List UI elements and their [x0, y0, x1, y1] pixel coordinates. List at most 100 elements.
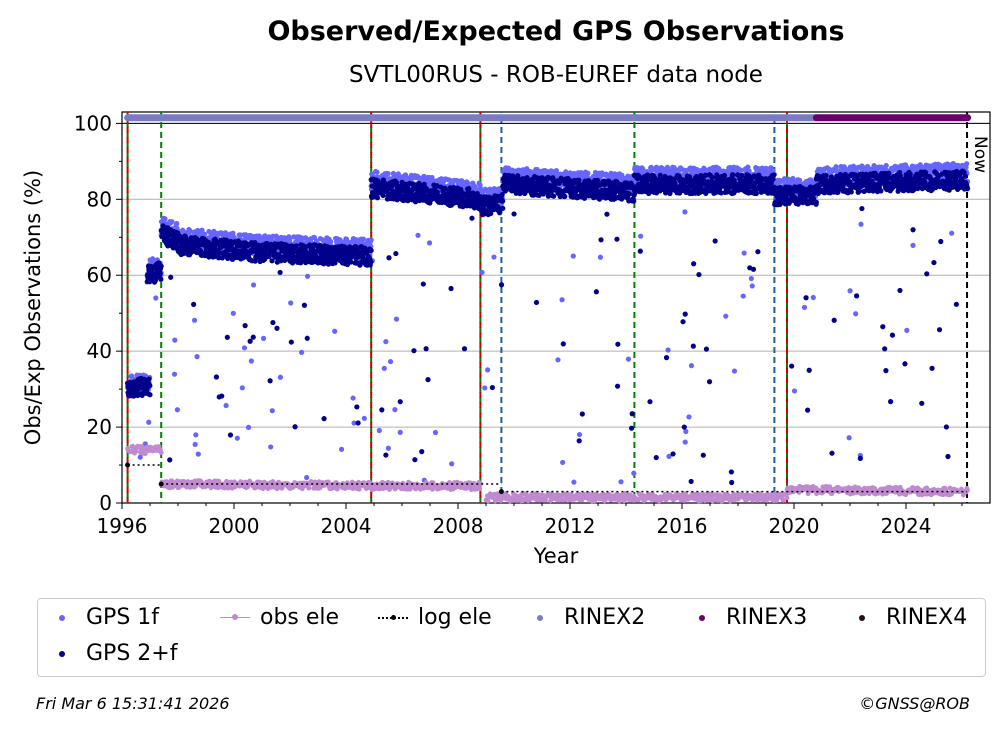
point-1-4-308	[355, 420, 361, 426]
point-0-5-93	[397, 429, 403, 435]
point-1-8-249	[709, 174, 715, 180]
point-0-1-27	[153, 295, 159, 301]
point-1-3-215	[242, 323, 248, 329]
point-0-9-32	[781, 176, 788, 182]
point-1-4-285	[348, 259, 354, 265]
point-0-4-92	[288, 300, 294, 306]
point-1-4-349	[368, 259, 374, 265]
point-0-4-89	[287, 237, 293, 243]
point-1-8-241	[706, 379, 713, 385]
point-0-5-62	[387, 358, 394, 365]
point-0-8-378	[749, 283, 755, 289]
point-1-7-48	[515, 173, 521, 179]
point-1-0-68	[146, 376, 152, 382]
point-1-8-231	[703, 346, 710, 352]
point-0-0-67	[146, 419, 152, 425]
point-1-8-445	[770, 176, 776, 182]
point-0-3-61	[194, 354, 200, 360]
point-0-0-13	[129, 373, 135, 379]
point-1-8-103	[663, 355, 670, 361]
point-1-8-64	[651, 174, 657, 180]
point-0-4-28	[268, 444, 274, 450]
point-0-2-49	[174, 220, 180, 227]
point-1-8-50	[647, 399, 653, 405]
point-1-8-396	[755, 249, 761, 255]
point-0-8-162	[682, 209, 688, 215]
point-0-8-183	[688, 363, 695, 369]
point-0-8-293	[723, 313, 729, 319]
point-1-5-256	[448, 285, 454, 292]
point-0-8-165	[683, 428, 689, 435]
point-1-9-106	[805, 407, 811, 413]
point-0-5-19	[374, 169, 380, 175]
y-tick-label-100: 100	[74, 111, 112, 135]
y-tick-label-60: 60	[87, 263, 112, 287]
point-1-7-334	[604, 211, 610, 217]
point-1-4-199	[321, 416, 327, 422]
point-0-5-310	[465, 180, 471, 186]
x-tick-label-2012: 2012	[545, 514, 596, 538]
x-tick-label-1996: 1996	[97, 514, 148, 538]
point-1-4-98	[289, 260, 296, 266]
point-1-7-199	[562, 193, 568, 200]
point-0-4-350	[368, 237, 374, 243]
point-0-7-228	[571, 479, 577, 485]
point-0-5-54	[385, 171, 391, 177]
point-0-7-273	[585, 170, 591, 176]
point-1-5-47	[383, 452, 389, 458]
point-0-7-190	[559, 297, 565, 303]
point-1-4-106	[292, 424, 298, 430]
point-1-9-111	[806, 367, 812, 373]
point-0-9-80	[796, 177, 803, 183]
point-1-4-186	[317, 242, 323, 249]
point-0-9-96	[801, 304, 808, 310]
point-0-4-233	[332, 328, 338, 334]
point-0-3-226	[245, 424, 252, 430]
point-0-2-12	[162, 216, 168, 222]
point-1-7-163	[551, 193, 557, 199]
point-0-7-379	[618, 479, 624, 485]
point-1-4-35	[270, 319, 276, 326]
point-1-0-46	[139, 392, 145, 399]
point-0-8-321	[731, 368, 738, 374]
point-0-4-33	[269, 408, 275, 414]
point-1-5-162	[419, 449, 425, 455]
point-1-7-413	[628, 425, 635, 431]
x-axis-label: Year	[533, 544, 579, 568]
point-1-5-157	[417, 182, 423, 188]
point-0-5-42	[381, 365, 387, 371]
point-1-8-311	[728, 469, 734, 475]
point-1-7-304	[595, 177, 601, 183]
point-0-5-76	[392, 407, 398, 413]
point-0-3-39	[187, 228, 193, 234]
point-0-5-206	[432, 429, 439, 436]
point-0-10-480	[963, 165, 969, 171]
point-1-5-140	[412, 457, 418, 463]
now-label: Now	[970, 136, 990, 173]
point-1-5-93	[397, 399, 403, 405]
point-0-10-310	[910, 242, 916, 248]
point-1-6-70	[499, 198, 506, 204]
point-1-8-163	[682, 311, 688, 317]
point-0-10-434	[949, 230, 955, 236]
point-1-8-344	[739, 172, 745, 179]
point-1-8-207	[696, 271, 702, 278]
point-1-8-83	[657, 172, 663, 178]
y-tick-label-40: 40	[87, 339, 112, 363]
point-1-1-43	[158, 276, 164, 282]
point-1-8-189	[690, 343, 696, 349]
x-tick-label-2008: 2008	[433, 514, 484, 538]
point-1-7-368	[614, 383, 621, 389]
point-1-3-123	[213, 374, 220, 380]
point-1-4-145	[304, 335, 310, 341]
point-0-7-403	[625, 356, 632, 362]
point-1-8-391	[753, 190, 759, 197]
series-gps-1f	[125, 161, 971, 485]
point-0-8-106	[664, 164, 671, 170]
point-1-7-315	[598, 237, 604, 243]
point-0-8-422	[763, 165, 769, 171]
x-tick-label-2000: 2000	[209, 514, 260, 538]
point-0-3-176	[230, 230, 236, 236]
point-0-4-146	[304, 273, 311, 279]
